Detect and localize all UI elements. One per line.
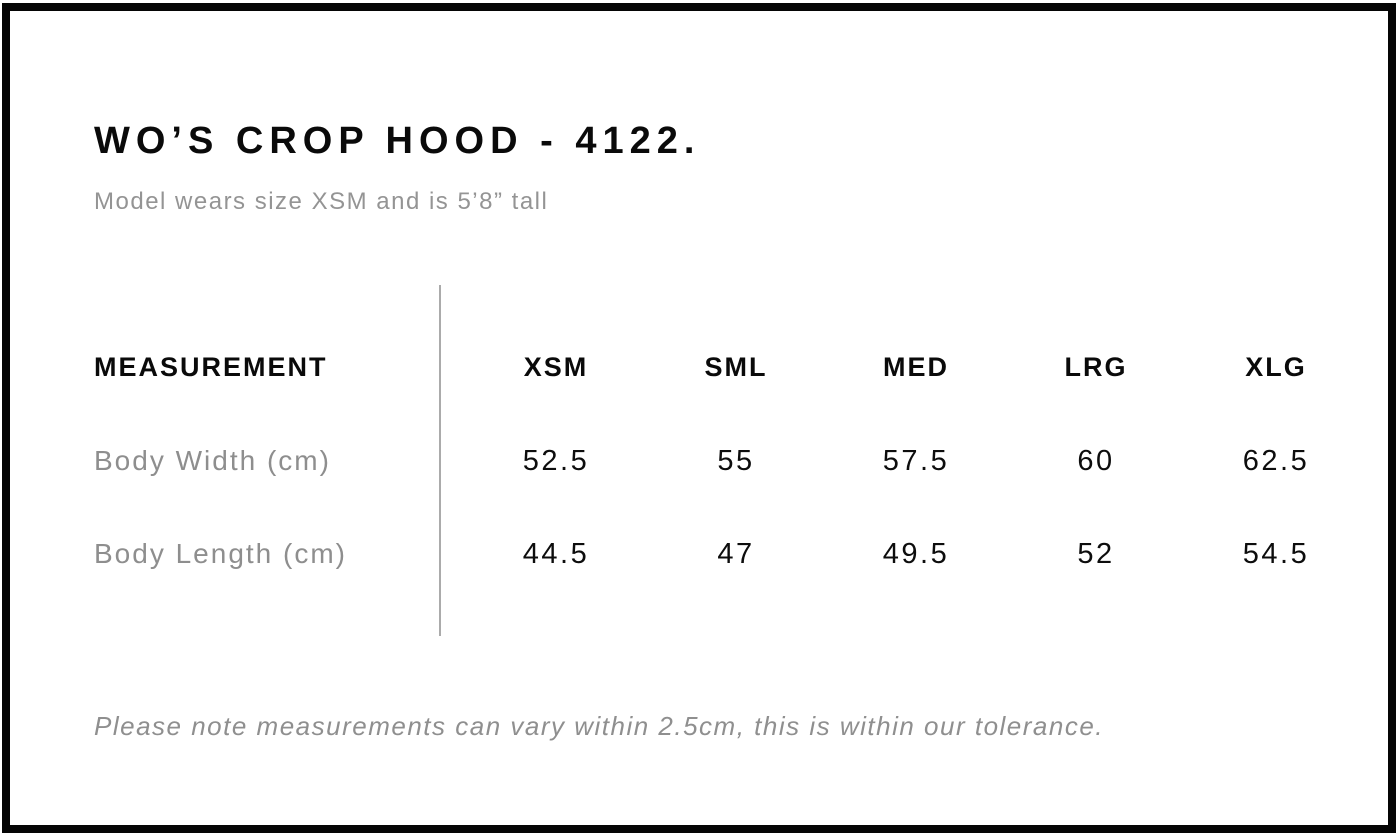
body-width-value-xlg: 62.5 xyxy=(1242,444,1310,477)
size-column-header-xlg: XLG xyxy=(1245,351,1307,382)
row-label-body-width: Body Width (cm) xyxy=(94,445,331,476)
body-length-value-xlg: 54.5 xyxy=(1242,537,1310,570)
page-border-frame: WO’S CROP HOOD - 4122. Model wears size … xyxy=(2,3,1396,833)
row-label-body-length: Body Length (cm) xyxy=(94,538,347,569)
body-length-value-med: 49.5 xyxy=(882,537,950,570)
table-row-body-length: Body Length (cm) 44.5 47 49.5 52 54.5 xyxy=(94,537,1366,570)
measurement-column-header: MEASUREMENT xyxy=(94,351,328,382)
body-width-value-xsm: 52.5 xyxy=(522,444,590,477)
body-length-value-lrg: 52 xyxy=(1077,537,1115,570)
size-column-header-med: MED xyxy=(883,351,949,382)
column-divider-line xyxy=(439,285,441,636)
tolerance-note: Please note measurements can vary within… xyxy=(94,711,1105,741)
product-title: WO’S CROP HOOD - 4122. xyxy=(94,120,701,162)
model-size-note: Model wears size XSM and is 5’8” tall xyxy=(94,188,549,215)
body-length-value-sml: 47 xyxy=(717,537,755,570)
table-row-body-width: Body Width (cm) 52.5 55 57.5 60 62.5 xyxy=(94,444,1366,477)
size-column-header-xsm: XSM xyxy=(523,351,589,382)
size-column-header-lrg: LRG xyxy=(1064,351,1128,382)
body-length-value-xsm: 44.5 xyxy=(522,537,590,570)
size-column-header-sml: SML xyxy=(704,351,768,382)
body-width-value-med: 57.5 xyxy=(882,444,950,477)
size-chart-header-row: MEASUREMENT XSM SML MED LRG XLG xyxy=(94,351,1366,382)
body-width-value-sml: 55 xyxy=(717,444,755,477)
body-width-value-lrg: 60 xyxy=(1077,444,1115,477)
